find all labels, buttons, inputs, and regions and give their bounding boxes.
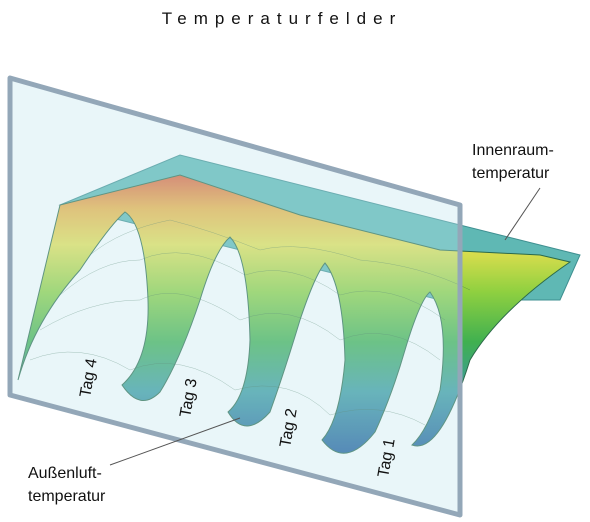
glass-pane bbox=[7, 75, 463, 518]
leader-line bbox=[109, 417, 241, 466]
outdoor-label: Außenluft- bbox=[28, 465, 102, 482]
day-label: Tag 2 bbox=[277, 407, 301, 449]
day-label: Tag 3 bbox=[177, 377, 201, 419]
indoor-label: temperatur bbox=[472, 165, 550, 182]
leader-line bbox=[504, 187, 541, 241]
outdoor-label: temperatur bbox=[28, 488, 106, 505]
mesh bbox=[29, 219, 471, 426]
title: Temperaturfelder bbox=[162, 9, 403, 28]
day-label: Tag 4 bbox=[77, 357, 101, 399]
day-label: Tag 1 bbox=[375, 437, 399, 479]
indoor-label: Innenraum- bbox=[472, 142, 554, 159]
outdoor-surface bbox=[17, 174, 572, 454]
